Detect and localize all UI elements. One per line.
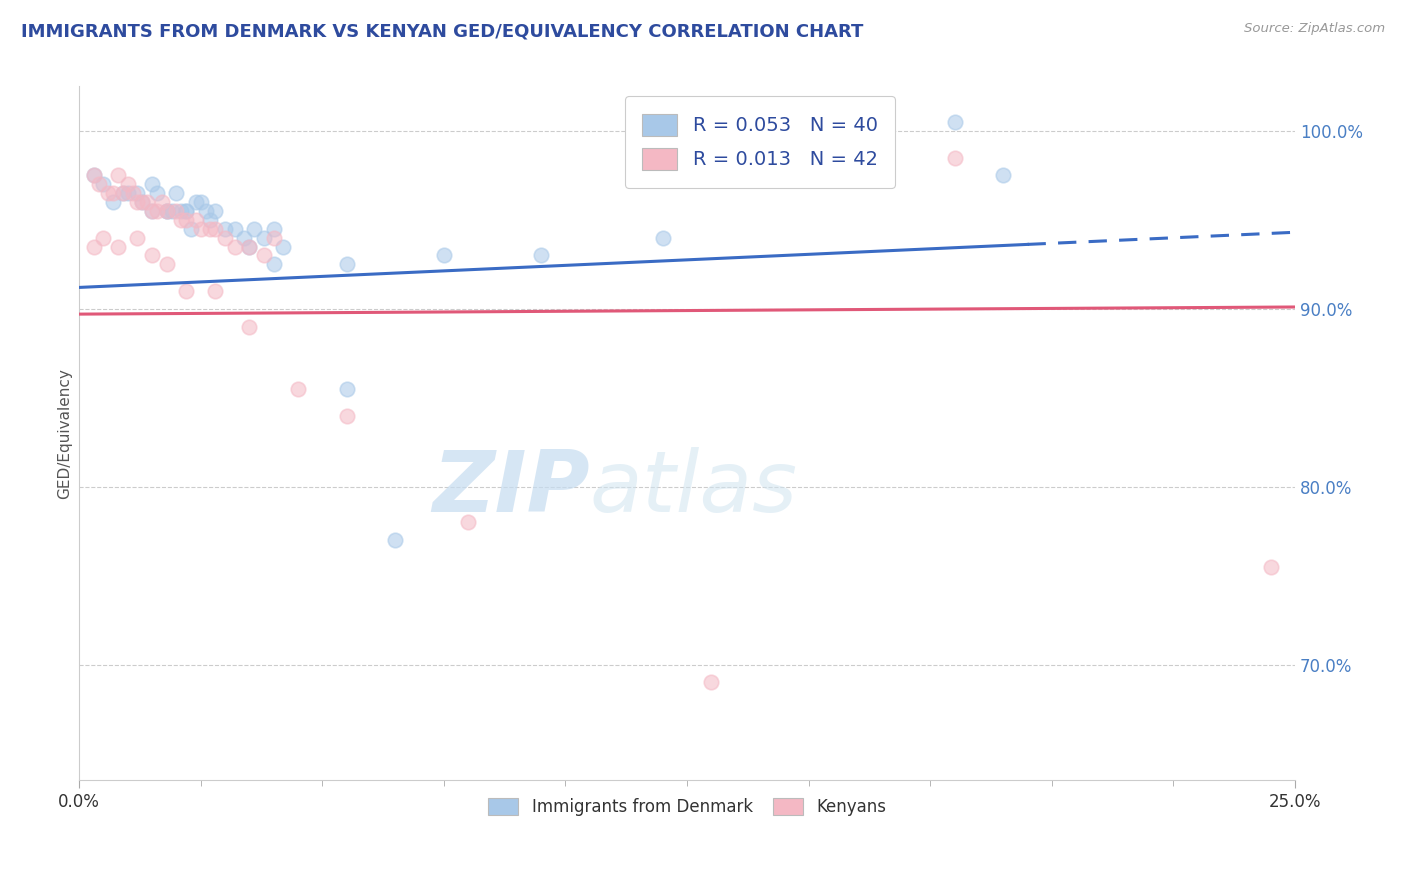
Point — [97, 186, 120, 201]
Point — [336, 409, 359, 423]
Point — [287, 382, 309, 396]
Point — [146, 186, 169, 201]
Point — [238, 239, 260, 253]
Point — [93, 230, 115, 244]
Point — [214, 221, 236, 235]
Point — [131, 194, 153, 209]
Point — [170, 212, 193, 227]
Point — [530, 248, 553, 262]
Point — [700, 675, 723, 690]
Point — [336, 382, 359, 396]
Point — [233, 230, 256, 244]
Point — [253, 248, 276, 262]
Point — [336, 257, 359, 271]
Point — [194, 203, 217, 218]
Point — [156, 203, 179, 218]
Point — [190, 194, 212, 209]
Point — [101, 194, 124, 209]
Point — [156, 257, 179, 271]
Point — [243, 221, 266, 235]
Point — [107, 169, 129, 183]
Point — [224, 239, 246, 253]
Point — [141, 178, 163, 192]
Point — [127, 230, 149, 244]
Point — [263, 230, 285, 244]
Text: atlas: atlas — [589, 448, 797, 531]
Point — [141, 248, 163, 262]
Point — [160, 203, 183, 218]
Point — [253, 230, 276, 244]
Legend: Immigrants from Denmark, Kenyans: Immigrants from Denmark, Kenyans — [479, 789, 894, 824]
Point — [238, 239, 260, 253]
Point — [214, 230, 236, 244]
Point — [165, 186, 187, 201]
Point — [1260, 559, 1282, 574]
Y-axis label: GED/Equivalency: GED/Equivalency — [58, 368, 72, 499]
Point — [174, 284, 197, 298]
Point — [141, 203, 163, 218]
Point — [93, 178, 115, 192]
Point — [83, 169, 105, 183]
Point — [83, 169, 105, 183]
Point — [457, 516, 479, 530]
Point — [111, 186, 134, 201]
Point — [111, 186, 134, 201]
Point — [121, 186, 143, 201]
Point — [131, 194, 153, 209]
Point — [141, 203, 163, 218]
Point — [170, 203, 193, 218]
Point — [943, 151, 966, 165]
Point — [204, 221, 226, 235]
Point — [174, 212, 197, 227]
Point — [238, 319, 260, 334]
Point — [146, 203, 169, 218]
Point — [107, 239, 129, 253]
Point — [204, 284, 226, 298]
Point — [993, 169, 1015, 183]
Point — [433, 248, 456, 262]
Point — [263, 221, 285, 235]
Point — [224, 221, 246, 235]
Text: Source: ZipAtlas.com: Source: ZipAtlas.com — [1244, 22, 1385, 36]
Text: IMMIGRANTS FROM DENMARK VS KENYAN GED/EQUIVALENCY CORRELATION CHART: IMMIGRANTS FROM DENMARK VS KENYAN GED/EQ… — [21, 22, 863, 40]
Point — [384, 533, 406, 547]
Point — [190, 221, 212, 235]
Point — [200, 212, 222, 227]
Point — [87, 178, 110, 192]
Point — [273, 239, 295, 253]
Point — [117, 178, 139, 192]
Point — [165, 203, 187, 218]
Point — [204, 203, 226, 218]
Point — [156, 203, 179, 218]
Point — [127, 186, 149, 201]
Point — [943, 115, 966, 129]
Point — [263, 257, 285, 271]
Point — [83, 239, 105, 253]
Point — [150, 194, 173, 209]
Point — [184, 194, 207, 209]
Point — [174, 203, 197, 218]
Point — [136, 194, 159, 209]
Point — [127, 194, 149, 209]
Point — [651, 230, 673, 244]
Point — [156, 203, 179, 218]
Point — [117, 186, 139, 201]
Text: ZIP: ZIP — [432, 448, 589, 531]
Point — [174, 203, 197, 218]
Point — [184, 212, 207, 227]
Point — [200, 221, 222, 235]
Point — [180, 221, 202, 235]
Point — [101, 186, 124, 201]
